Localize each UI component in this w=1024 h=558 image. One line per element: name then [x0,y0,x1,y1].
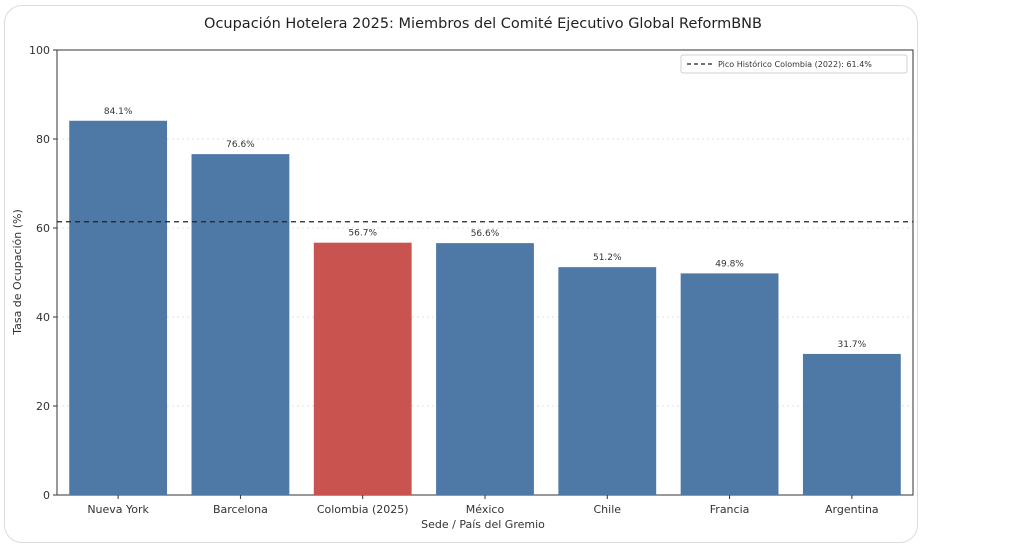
y-tick-label: 100 [29,44,50,57]
bars: 84.1% 76.6% 56.7% 56.6% 51.2% 49.8% 31.7% [69,107,901,495]
y-axis: 0 20 40 60 80 100 [29,44,57,502]
bar-value-label: 56.7% [348,229,377,239]
x-tick-label: Francia [710,503,750,516]
x-tick-label: Colombia (2025) [317,503,409,516]
bar [191,154,290,495]
bar-chart: Ocupación Hotelera 2025: Miembros del Co… [11,16,914,531]
bar-value-label: 84.1% [104,107,133,117]
x-tick-label: Argentina [825,503,879,516]
x-tick-label: Barcelona [213,503,268,516]
y-tick-label: 40 [36,311,50,324]
bar-value-label: 76.6% [226,140,255,150]
bar [802,353,901,495]
bar [558,267,657,495]
y-tick-label: 80 [36,133,50,146]
bar [436,243,534,495]
legend-label: Pico Histórico Colombia (2022): 61.4% [718,59,872,69]
x-axis: Nueva York Barcelona Colombia (2025) México… [87,495,879,516]
bar [313,242,412,495]
y-tick-label: 0 [43,489,50,502]
x-tick-label: México [466,503,505,516]
bar [69,120,168,495]
bar-value-label: 49.8% [715,259,744,269]
chart-card: Ocupación Hotelera 2025: Miembros del Co… [4,5,918,543]
x-tick-label: Nueva York [87,503,149,516]
x-axis-label: Sede / País del Gremio [421,518,545,531]
y-tick-label: 60 [36,222,50,235]
chart-title: Ocupación Hotelera 2025: Miembros del Co… [204,16,762,32]
y-axis-label: Tasa de Ocupación (%) [11,209,24,336]
bar-value-label: 51.2% [593,253,622,263]
bar-value-label: 56.6% [471,229,500,239]
x-tick-label: Chile [594,503,622,516]
legend: Pico Histórico Colombia (2022): 61.4% [680,54,908,74]
bar [680,273,779,495]
y-tick-label: 20 [36,400,50,413]
legend-box [680,54,908,74]
bar-value-label: 31.7% [838,340,867,350]
